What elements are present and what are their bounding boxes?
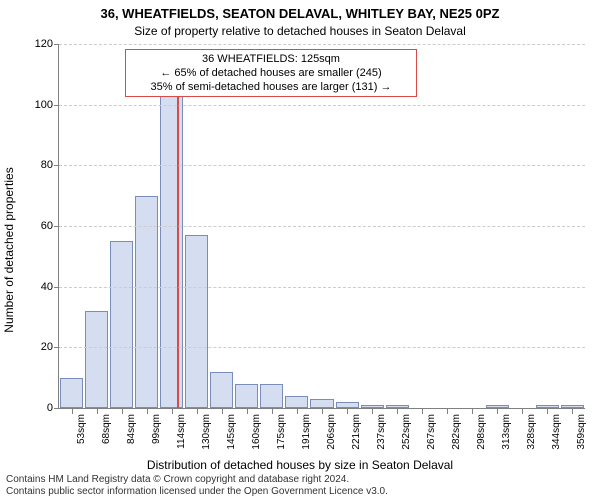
- x-tick-label: 160sqm: [251, 414, 262, 450]
- x-tick: [272, 408, 273, 414]
- y-tick-label: 60: [41, 220, 59, 232]
- x-tick: [222, 408, 223, 414]
- x-tick-label: 206sqm: [326, 414, 337, 450]
- y-gridline: [59, 165, 585, 166]
- x-tick: [547, 408, 548, 414]
- x-tick: [447, 408, 448, 414]
- chart-container: 36, WHEATFIELDS, SEATON DELAVAL, WHITLEY…: [0, 0, 600, 500]
- x-tick: [247, 408, 248, 414]
- y-gridline: [59, 105, 585, 106]
- x-tick-label: 114sqm: [176, 414, 187, 449]
- histogram-bar: [260, 384, 283, 408]
- footnote-line1: Contains HM Land Registry data © Crown c…: [6, 474, 594, 486]
- y-gridline: [59, 347, 585, 348]
- histogram-bar: [135, 196, 158, 408]
- x-tick-label: 282sqm: [451, 414, 462, 450]
- y-tick-label: 80: [41, 159, 59, 171]
- x-tick-label: 175sqm: [276, 414, 287, 450]
- histogram-bar: [160, 80, 183, 408]
- x-tick: [497, 408, 498, 414]
- histogram-bar: [310, 399, 333, 408]
- y-tick-label: 40: [41, 281, 59, 293]
- annotation-line: ← 65% of detached houses are smaller (24…: [132, 66, 410, 80]
- x-tick-label: 252sqm: [401, 414, 412, 450]
- x-tick: [322, 408, 323, 414]
- x-tick-label: 344sqm: [551, 414, 562, 450]
- x-tick: [522, 408, 523, 414]
- chart-title: 36, WHEATFIELDS, SEATON DELAVAL, WHITLEY…: [0, 6, 600, 21]
- histogram-bar: [60, 378, 83, 408]
- y-tick-label: 100: [35, 99, 59, 111]
- y-tick-label: 20: [41, 341, 59, 353]
- x-tick: [472, 408, 473, 414]
- x-tick: [172, 408, 173, 414]
- histogram-bar: [210, 372, 233, 408]
- y-tick-label: 0: [47, 402, 59, 414]
- x-tick-label: 267sqm: [426, 414, 437, 450]
- x-tick-label: 68sqm: [101, 414, 112, 444]
- footnote-line2: Contains public sector information licen…: [6, 486, 594, 498]
- x-tick-label: 313sqm: [501, 414, 512, 450]
- x-tick-label: 359sqm: [576, 414, 587, 450]
- x-tick: [422, 408, 423, 414]
- x-tick-label: 84sqm: [126, 414, 137, 444]
- x-tick: [147, 408, 148, 414]
- x-tick: [372, 408, 373, 414]
- footnote: Contains HM Land Registry data © Crown c…: [6, 474, 594, 498]
- x-tick: [197, 408, 198, 414]
- annotation-line: 36 WHEATFIELDS: 125sqm: [132, 52, 410, 66]
- chart-subtitle: Size of property relative to detached ho…: [0, 24, 600, 38]
- x-tick-label: 191sqm: [301, 414, 312, 450]
- x-tick: [572, 408, 573, 414]
- histogram-bar: [85, 311, 108, 408]
- x-tick: [97, 408, 98, 414]
- x-tick: [122, 408, 123, 414]
- x-tick: [397, 408, 398, 414]
- y-gridline: [59, 44, 585, 45]
- annotation-line: 35% of semi-detached houses are larger (…: [132, 80, 410, 94]
- histogram-bar: [285, 396, 308, 408]
- x-tick-label: 221sqm: [351, 414, 362, 450]
- y-axis-label: Number of detached properties: [2, 85, 16, 250]
- y-tick-label: 120: [35, 38, 59, 50]
- y-gridline: [59, 226, 585, 227]
- histogram-bar: [235, 384, 258, 408]
- x-tick-label: 53sqm: [76, 414, 87, 444]
- x-tick: [72, 408, 73, 414]
- annotation-box: 36 WHEATFIELDS: 125sqm← 65% of detached …: [125, 49, 417, 97]
- x-tick-label: 99sqm: [151, 414, 162, 444]
- x-tick-label: 328sqm: [526, 414, 537, 450]
- histogram-bar: [110, 241, 133, 408]
- x-tick-label: 145sqm: [226, 414, 237, 450]
- histogram-bar: [185, 235, 208, 408]
- x-tick-label: 130sqm: [201, 414, 212, 450]
- y-gridline: [59, 287, 585, 288]
- x-tick: [347, 408, 348, 414]
- x-tick-label: 237sqm: [376, 414, 387, 450]
- x-tick: [297, 408, 298, 414]
- property-marker-line: [177, 69, 179, 408]
- x-tick-label: 298sqm: [476, 414, 487, 450]
- plot-area: 36 WHEATFIELDS: 125sqm← 65% of detached …: [58, 44, 585, 409]
- x-axis-label: Distribution of detached houses by size …: [0, 458, 600, 472]
